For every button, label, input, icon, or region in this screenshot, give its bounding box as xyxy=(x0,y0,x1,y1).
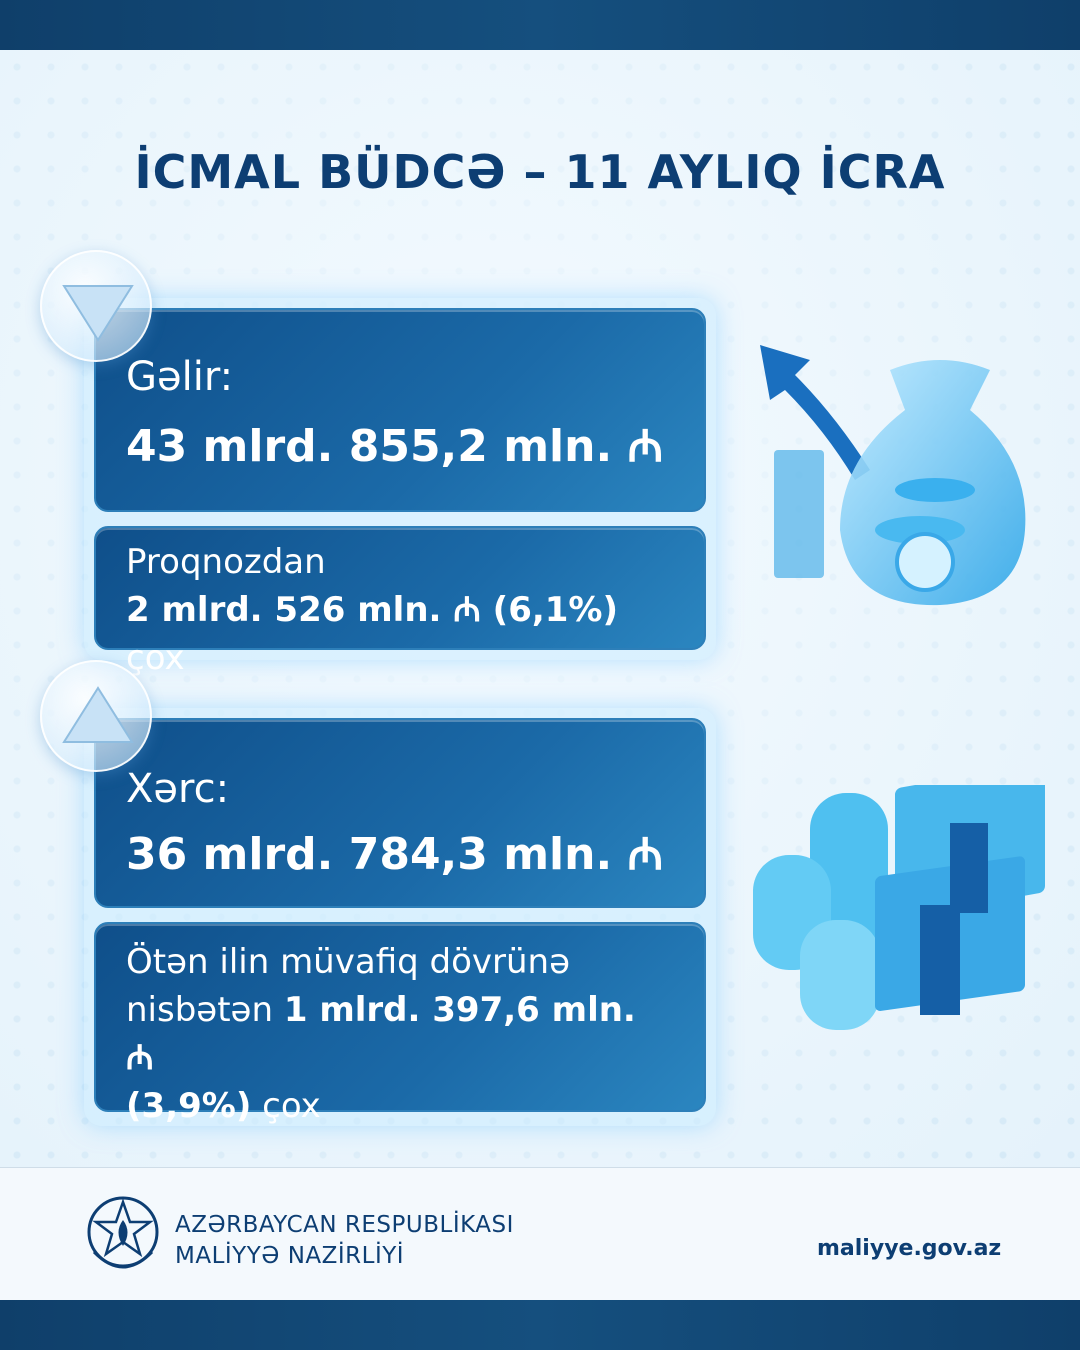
coins-and-cash-illustration xyxy=(753,785,1045,1030)
page-title: İCMAL BÜDCƏ – 11 AYLIQ İCRA xyxy=(134,145,946,199)
expense-comparison-suffix: çox xyxy=(251,1086,321,1126)
expense-panel: Xərc: 36 mlrd. 784,3 mln. ₼ Ötən ilin mü… xyxy=(84,708,716,1126)
income-forecast-suffix: çox xyxy=(126,638,185,678)
org-name-line2: MALİYYƏ NAZİRLİYİ xyxy=(175,1243,405,1269)
triangle-down-icon xyxy=(40,250,152,362)
expense-value: 36 mlrd. 784,3 mln. ₼ xyxy=(126,829,664,880)
bottom-bar xyxy=(0,1300,1080,1350)
ministry-emblem-logo xyxy=(87,1196,159,1269)
expense-comparison-card: Ötən ilin müvafiq dövrünə nisbətən 1 mlr… xyxy=(94,922,706,1126)
money-bag-growth-illustration xyxy=(760,345,1026,606)
income-panel: Gəlir: 43 mlrd. 855,2 mln. ₼ Proqnozdan … xyxy=(84,298,716,678)
expense-comparison-amount: 1 mlrd. 397,6 mln. ₼ xyxy=(126,990,636,1078)
expense-comparison-label: Ötən ilin müvafiq dövrünə xyxy=(126,942,570,982)
expense-label: Xərc: xyxy=(126,766,230,812)
footer: AZƏRBAYCAN RESPUBLİKASI MALİYYƏ NAZİRLİY… xyxy=(0,1167,1080,1300)
income-card: Gəlir: 43 mlrd. 855,2 mln. ₼ xyxy=(94,308,706,512)
income-forecast-card: Proqnozdan 2 mlrd. 526 mln. ₼ (6,1%) çox xyxy=(94,526,706,678)
website-link[interactable]: maliyye.gov.az xyxy=(817,1236,1002,1261)
income-forecast-amount: 2 mlrd. 526 mln. ₼ (6,1%) xyxy=(126,590,619,630)
org-name-line1: AZƏRBAYCAN RESPUBLİKASI xyxy=(175,1212,514,1238)
income-label: Gəlir: xyxy=(126,354,234,400)
top-bar xyxy=(0,0,1080,50)
income-value: 43 mlrd. 855,2 mln. ₼ xyxy=(126,421,664,472)
expense-card: Xərc: 36 mlrd. 784,3 mln. ₼ xyxy=(94,718,706,908)
triangle-up-icon xyxy=(40,660,152,772)
expense-comparison-pct: (3,9%) xyxy=(126,1086,252,1126)
income-forecast-label: Proqnozdan xyxy=(126,542,326,582)
expense-comparison-prefix: nisbətən xyxy=(126,990,284,1030)
